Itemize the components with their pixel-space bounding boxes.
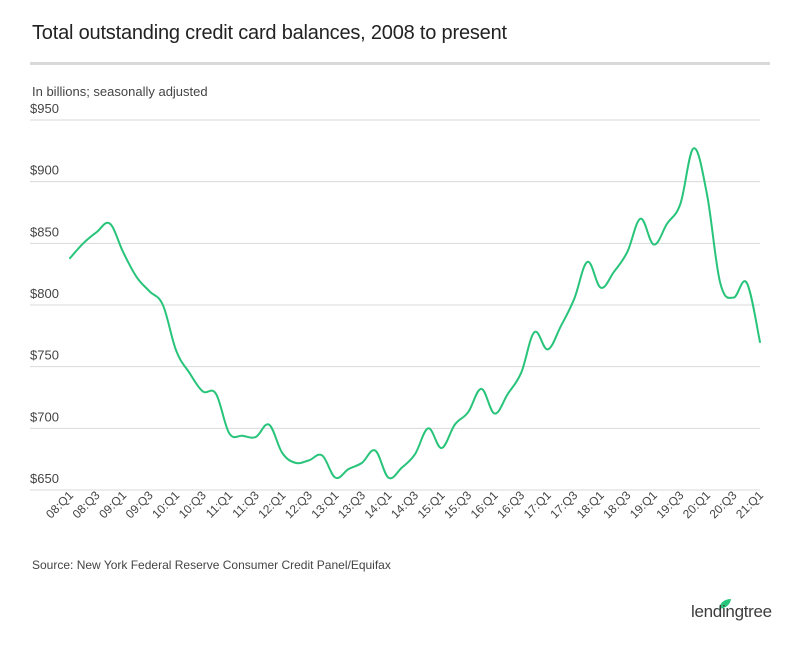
- x-tick-label: 20:Q1: [680, 488, 713, 521]
- x-tick-label: 11:Q1: [203, 488, 236, 521]
- x-tick-label: 08:Q1: [43, 488, 76, 521]
- title-divider: [30, 62, 770, 65]
- x-tick-label: 10:Q3: [176, 488, 209, 521]
- x-tick-label: 11:Q3: [229, 488, 262, 521]
- y-tick-label: $650: [30, 471, 59, 486]
- y-tick-label: $850: [30, 224, 59, 239]
- x-tick-label: 09:Q3: [123, 488, 156, 521]
- x-tick-label: 14:Q1: [362, 488, 395, 521]
- x-tick-label: 15:Q3: [441, 488, 474, 521]
- chart-title: Total outstanding credit card balances, …: [32, 22, 507, 44]
- x-tick-label: 21:Q1: [733, 488, 766, 521]
- x-tick-label: 16:Q3: [494, 488, 527, 521]
- source-note: Source: New York Federal Reserve Consume…: [32, 558, 391, 572]
- x-tick-label: 08:Q3: [70, 488, 103, 521]
- leaf-icon: [719, 599, 731, 609]
- chart-subtitle: In billions; seasonally adjusted: [32, 84, 208, 99]
- x-tick-label: 12:Q1: [255, 488, 288, 521]
- x-tick-label: 17:Q3: [547, 488, 580, 521]
- x-tick-label: 19:Q3: [653, 488, 686, 521]
- x-tick-label: 16:Q1: [468, 488, 501, 521]
- x-tick-label: 20:Q3: [707, 488, 740, 521]
- brand-logo: lendingtree: [691, 602, 772, 621]
- x-tick-label: 13:Q3: [335, 488, 368, 521]
- series-line: [69, 147, 761, 480]
- x-tick-label: 18:Q3: [600, 488, 633, 521]
- x-tick-label: 15:Q1: [415, 488, 448, 521]
- x-tick-label: 17:Q1: [521, 488, 554, 521]
- y-tick-label: $700: [30, 409, 59, 424]
- x-tick-label: 09:Q1: [96, 488, 129, 521]
- x-tick-label: 13:Q1: [308, 488, 341, 521]
- x-tick-label: 14:Q3: [388, 488, 421, 521]
- x-tick-label: 10:Q1: [149, 488, 182, 521]
- x-tick-label: 18:Q1: [574, 488, 607, 521]
- y-tick-label: $950: [30, 101, 59, 116]
- y-tick-label: $900: [30, 163, 59, 178]
- y-tick-label: $750: [30, 348, 59, 363]
- x-tick-label: 19:Q1: [627, 488, 660, 521]
- x-tick-label: 12:Q3: [282, 488, 315, 521]
- y-tick-label: $800: [30, 286, 59, 301]
